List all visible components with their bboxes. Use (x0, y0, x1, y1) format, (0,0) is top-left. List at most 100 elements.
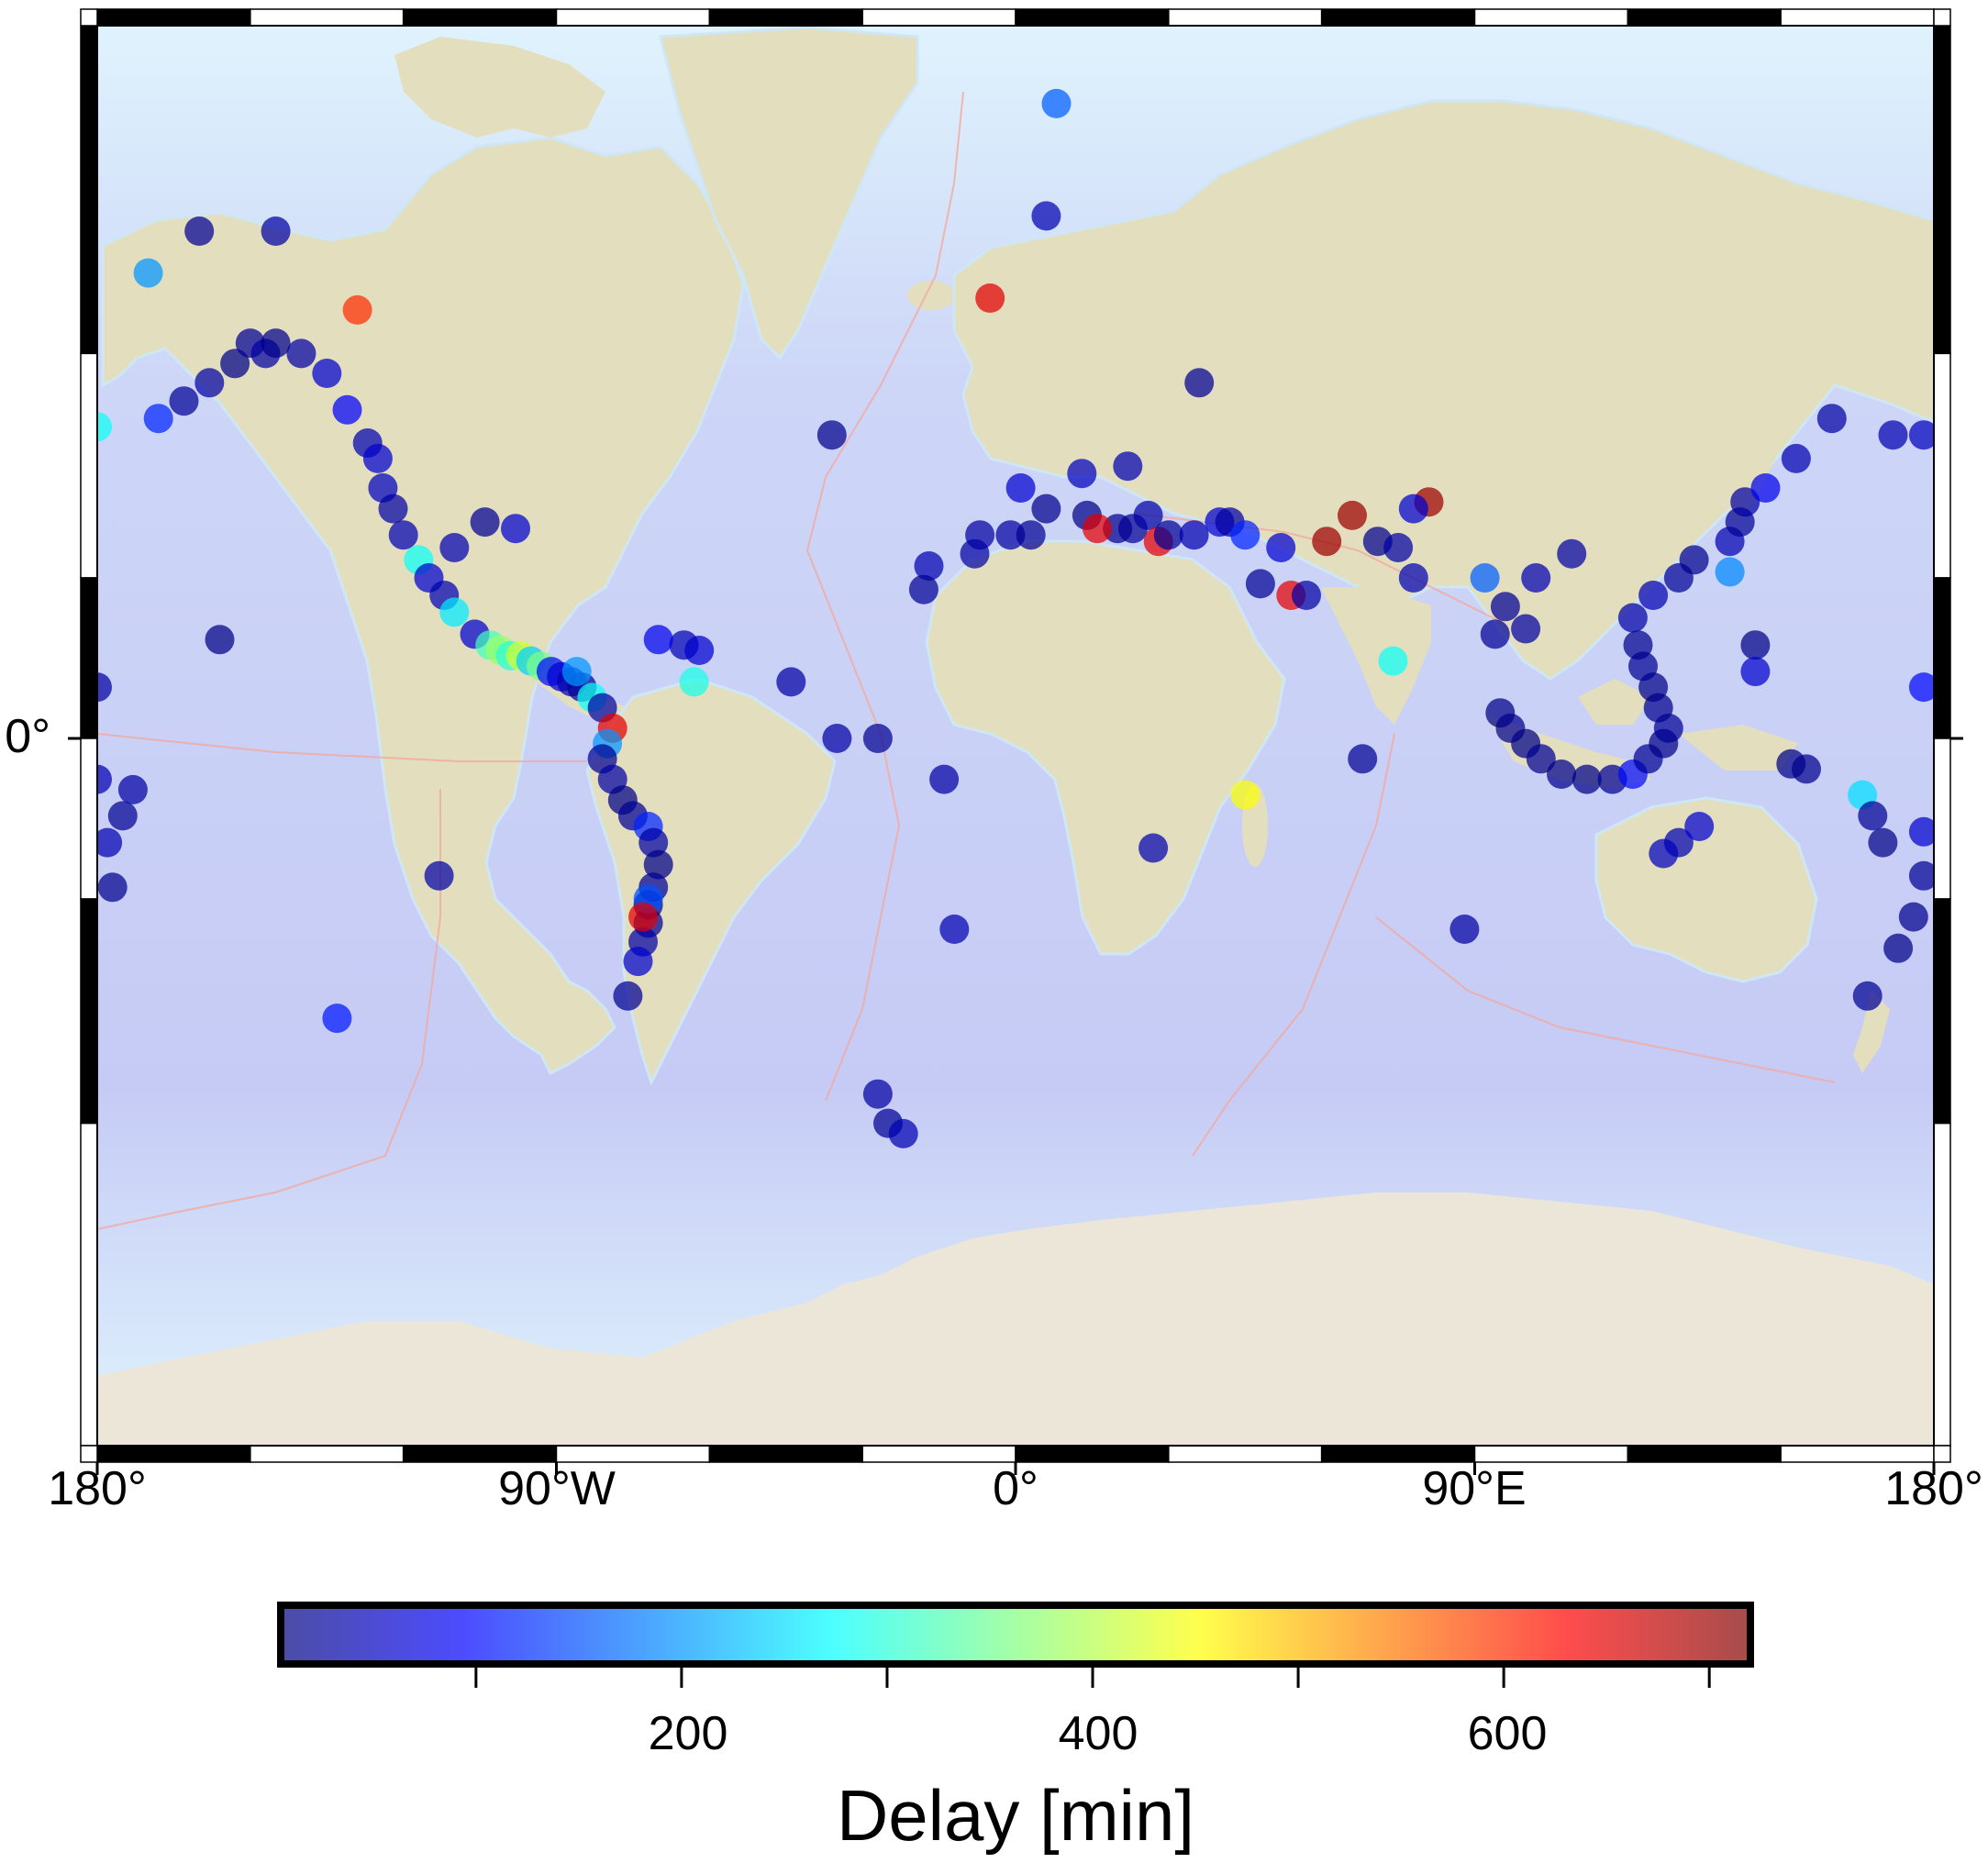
earthquake-point (862, 1079, 893, 1109)
earthquake-point (1383, 533, 1414, 562)
frame-right-segment (1933, 577, 1951, 739)
earthquake-point (995, 520, 1026, 550)
frame-top-segment (96, 8, 251, 27)
earthquake-point (332, 394, 362, 425)
frame-top-segment (708, 8, 863, 27)
frame-left-segment (80, 1122, 98, 1447)
earthquake-point (1679, 545, 1709, 575)
y-tick-label-equator: 0° (5, 710, 50, 763)
earthquake-point (888, 1118, 918, 1148)
iceland (907, 281, 955, 310)
frame-bottom-segment (1627, 1445, 1782, 1463)
earthquake-point (1908, 816, 1934, 847)
frame-left-segment (80, 352, 98, 579)
earthquake-point (1138, 833, 1169, 863)
earthquake-point (914, 551, 944, 581)
earthquake-point (1684, 812, 1715, 841)
frame-bottom-segment (1780, 1445, 1935, 1463)
indian-subcontinent (1321, 587, 1431, 725)
earthquake-point (1858, 801, 1888, 831)
earthquake-point (679, 667, 709, 697)
earthquake-point (960, 538, 990, 569)
earthquake-point (117, 774, 148, 804)
earthquake-point (1521, 563, 1551, 593)
earthquake-point (1470, 563, 1500, 593)
earthquake-point (169, 386, 199, 416)
frame-corner (80, 1445, 98, 1463)
colorbar-ticks (474, 1668, 1711, 1688)
earthquake-point (1266, 533, 1296, 562)
earthquake-point (97, 827, 123, 858)
earthquake-point (1898, 902, 1928, 932)
earthquake-point (613, 981, 643, 1011)
earthquake-point (1730, 487, 1760, 517)
frame-top-segment (250, 8, 405, 27)
earthquake-point (1511, 614, 1541, 644)
frame-inner-border (96, 25, 1935, 1447)
frame-corner (80, 8, 98, 27)
earthquake-point (639, 827, 669, 858)
earthquake-point (1715, 557, 1745, 587)
frame-right-segment (1933, 737, 1951, 900)
earthquake-point (470, 507, 500, 538)
earthquake-point (1740, 657, 1771, 687)
earthquake-point (184, 216, 215, 246)
earthquake-point (975, 283, 1005, 313)
x-tick-label-90w: 90°W (498, 1462, 616, 1515)
earthquake-point (312, 359, 342, 388)
earthquake-point (1852, 981, 1882, 1011)
earthquake-point (342, 294, 372, 325)
earthquake-point (1908, 860, 1934, 891)
earthquake-point (439, 533, 470, 562)
frame-top-segment (861, 8, 1016, 27)
new-zealand (1853, 991, 1890, 1073)
arctic-archipelago (394, 37, 605, 138)
frame-top-segment (1320, 8, 1476, 27)
earthquake-point (1230, 520, 1261, 550)
earthquake-point (205, 625, 235, 655)
x-tick-labels: 180° 90°W 0° 90°E 180° (48, 1462, 1983, 1515)
earthquake-point (1312, 527, 1342, 557)
frame-bottom-segment (1473, 1445, 1629, 1463)
frame-right-segment (1933, 352, 1951, 579)
earthquake-point (133, 258, 163, 288)
frame-right-segment (1933, 25, 1951, 355)
earthquake-point (1557, 538, 1587, 569)
frame-corner (1933, 1445, 1951, 1463)
frame-top-segment (1168, 8, 1323, 27)
earthquake-point (1750, 473, 1781, 503)
earthquake-point (1480, 619, 1510, 649)
earthquake-point (97, 672, 112, 703)
map-frame (68, 8, 1963, 1475)
frame-right-segment (1933, 898, 1951, 1125)
earthquake-point (1016, 520, 1046, 550)
earthquake-point (1067, 459, 1097, 489)
earthquake-point (1740, 630, 1771, 660)
earthquake-point (1792, 754, 1821, 784)
earthquake-point (1398, 563, 1428, 593)
earthquake-point (1908, 672, 1934, 703)
earthquake-point (1292, 581, 1321, 610)
frame-bottom-segment (708, 1445, 863, 1463)
earthquake-point (1005, 473, 1036, 503)
frame-bottom-segment (555, 1445, 711, 1463)
earthquake-point (822, 724, 852, 753)
earthquake-point (322, 1004, 352, 1034)
south-america-landmass (585, 677, 837, 1086)
frame-top-segment (1780, 8, 1935, 27)
frame-bottom-segment (1015, 1445, 1170, 1463)
earthquake-point (1638, 581, 1669, 610)
earthquake-point (643, 849, 673, 880)
earthquake-point (1179, 520, 1209, 550)
frame-bottom-segment (861, 1445, 1016, 1463)
earthquake-point (1649, 838, 1679, 869)
earthquake-point (1398, 493, 1428, 524)
earthquake-point (1184, 368, 1215, 398)
earthquake-point (1547, 760, 1576, 789)
earthquake-point (1378, 646, 1408, 676)
earthquake-point (439, 597, 470, 627)
plate-boundaries (97, 91, 1836, 1230)
frame-left-segment (80, 577, 98, 739)
earthquake-point (1083, 514, 1112, 544)
frame-top-segment (555, 8, 711, 27)
